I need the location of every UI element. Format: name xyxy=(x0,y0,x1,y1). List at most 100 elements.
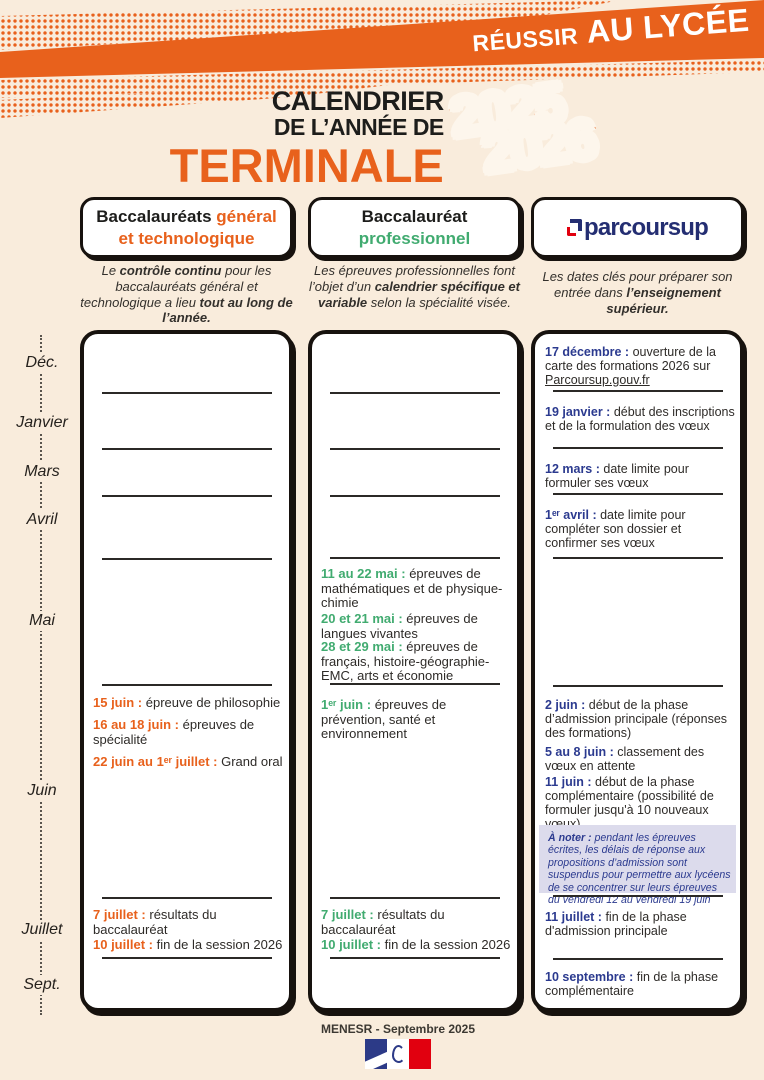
top-banner: RÉUSSIR AU LYCÉE xyxy=(0,0,764,135)
card-bac-general: 15 juin : épreuve de philosophie 16 au 1… xyxy=(80,330,293,1012)
divider xyxy=(102,957,272,959)
divider xyxy=(330,557,500,559)
header-bac-general-technologique: Baccalauréats général et technologique xyxy=(80,197,293,258)
desc-text: pour les baccalauréats général et techno… xyxy=(80,263,272,310)
event-text: début de la phase complémentaire (possib… xyxy=(545,775,714,831)
event-text: date limite pour compléter son dossier e… xyxy=(545,508,686,550)
parcoursup-arrow-red xyxy=(566,226,576,236)
header-prefix: Baccalauréats xyxy=(96,207,212,227)
header-parcoursup: parcoursup xyxy=(531,197,744,258)
divider xyxy=(102,392,272,394)
description-bac-general: Le contrôle continu pour les baccalauréa… xyxy=(80,263,293,326)
event-date: 10 juillet : xyxy=(93,937,153,952)
event-resultats: 7 juillet : résultats du baccalauréat xyxy=(93,907,284,937)
divider xyxy=(330,392,500,394)
event-date: 5 au 8 juin : xyxy=(545,745,614,759)
divider xyxy=(102,684,272,686)
event-text: ouverture de la carte des formations 202… xyxy=(545,345,716,373)
event-maths-physique: 11 au 22 mai : épreuves de mathématiques… xyxy=(321,566,512,611)
event-text: classement des vœux en attente xyxy=(545,745,705,773)
event-text: fin de la phase d'admission principale xyxy=(545,910,687,938)
desc-bold: tout au long de l’année. xyxy=(162,294,293,326)
event-francais-histoire: 28 et 29 mai : épreuves de français, his… xyxy=(321,639,512,684)
header-line2: et technologique xyxy=(118,228,255,248)
tagline-light: RÉUSSIR xyxy=(471,22,580,57)
event-text: épreuves de prévention, santé et environ… xyxy=(321,697,447,742)
timeline-month-dec: Déc. xyxy=(21,353,63,373)
header-line1: Baccalauréats général xyxy=(96,206,277,227)
timeline-month-sept: Sept. xyxy=(19,975,65,995)
event-date: 10 juillet : xyxy=(321,937,381,952)
event-date: 12 mars : xyxy=(545,462,600,476)
event-date: 1ᵉʳ avril : xyxy=(545,508,597,522)
event-inscriptions: 19 janvier : début des inscriptions et d… xyxy=(545,405,736,433)
event-date: 28 et 29 mai : xyxy=(321,639,403,654)
parcoursup-gouv-link[interactable]: Parcoursup.gouv.fr xyxy=(545,373,650,387)
divider xyxy=(553,895,723,897)
divider xyxy=(330,495,500,497)
event-grand-oral: 22 juin au 1ᵉʳ juillet : Grand oral xyxy=(93,754,284,770)
description-parcoursup: Les dates clés pour préparer son entrée … xyxy=(531,269,744,316)
flag-white-stripe xyxy=(387,1039,409,1069)
title-line-annee: DE L’ANNÉE DE xyxy=(273,114,444,140)
event-date: 7 juillet : xyxy=(321,907,374,922)
flag-red-stripe xyxy=(409,1039,431,1069)
event-text: début de la phase d’admission principale… xyxy=(545,698,728,740)
event-philosophie: 15 juin : épreuve de philosophie xyxy=(93,695,284,711)
header-line2: professionnel xyxy=(358,228,471,248)
year-2026: 2026 xyxy=(475,103,600,186)
divider xyxy=(330,683,500,685)
event-date: 11 au 22 mai : xyxy=(321,566,406,581)
timeline-month-mai: Mai xyxy=(25,611,59,631)
event-text: fin de la session 2026 xyxy=(384,937,511,952)
description-bac-professionnel: Les épreuves professionnelles font l’obj… xyxy=(308,263,521,310)
desc-text: selon la spécialité visée. xyxy=(367,294,511,310)
parcoursup-arrow-icon xyxy=(566,218,582,238)
event-specialite: 16 au 18 juin : épreuves de spécialité xyxy=(93,717,284,747)
event-text: Grand oral xyxy=(221,754,283,769)
desc-bold: contrôle continu xyxy=(119,263,222,278)
event-date: 17 décembre : xyxy=(545,345,630,359)
divider xyxy=(553,958,723,960)
timeline-month-juin: Juin xyxy=(23,781,61,801)
event-date: 10 septembre : xyxy=(545,970,634,984)
event-text: épreuves de français, histoire-géographi… xyxy=(321,639,490,684)
divider xyxy=(553,685,723,687)
note-box: À noter : pendant les épreuves écrites, … xyxy=(539,825,736,906)
event-completer-dossier: 1ᵉʳ avril : date limite pour compléter s… xyxy=(545,508,736,550)
event-text: épreuves de langues vivantes xyxy=(321,611,478,641)
desc-bold: l’enseignement supérieur. xyxy=(606,284,721,316)
divider xyxy=(102,448,272,450)
event-text: début des inscriptions et de la formulat… xyxy=(545,405,735,433)
event-fin-admission: 11 juillet : fin de la phase d'admission… xyxy=(545,910,736,938)
event-text: résultats du baccalauréat xyxy=(93,907,217,937)
event-text: fin de la session 2026 xyxy=(156,937,283,952)
france-flag-icon xyxy=(365,1039,431,1069)
event-phase-complementaire: 11 juin : début de la phase complémentai… xyxy=(545,775,736,831)
divider xyxy=(553,447,723,449)
event-date: 15 juin : xyxy=(93,695,143,710)
divider xyxy=(330,897,500,899)
timeline-month-juillet: Juillet xyxy=(17,920,67,940)
event-ouverture-carte: 17 décembre : ouverture de la carte des … xyxy=(545,345,736,387)
event-classement-voeux: 5 au 8 juin : classement des vœux en att… xyxy=(545,745,736,773)
note-text: pendant les épreuves écrites, les délais… xyxy=(548,832,731,907)
divider xyxy=(553,390,723,392)
divider xyxy=(553,493,723,495)
event-limite-voeux: 12 mars : date limite pour formuler ses … xyxy=(545,462,736,490)
card-bac-professionnel: 11 au 22 mai : épreuves de mathématiques… xyxy=(308,330,521,1012)
event-date: 19 janvier : xyxy=(545,405,611,419)
timeline-month-mars: Mars xyxy=(20,462,64,482)
parcoursup-logo: parcoursup xyxy=(566,213,709,243)
desc-bold: calendrier spécifique et variable xyxy=(318,278,520,310)
title-line-calendrier: CALENDRIER xyxy=(271,86,445,116)
footer-credit: MENESR - Septembre 2025 xyxy=(320,1022,476,1036)
timeline-month-avril: Avril xyxy=(22,510,62,530)
timeline-month-janvier: Janvier xyxy=(12,413,72,433)
desc-text: Le xyxy=(101,263,120,278)
flag-blue-stripe xyxy=(365,1039,387,1069)
divider xyxy=(330,448,500,450)
timeline-dotted-line xyxy=(40,335,42,1015)
marianne-profile-icon xyxy=(391,1045,405,1063)
